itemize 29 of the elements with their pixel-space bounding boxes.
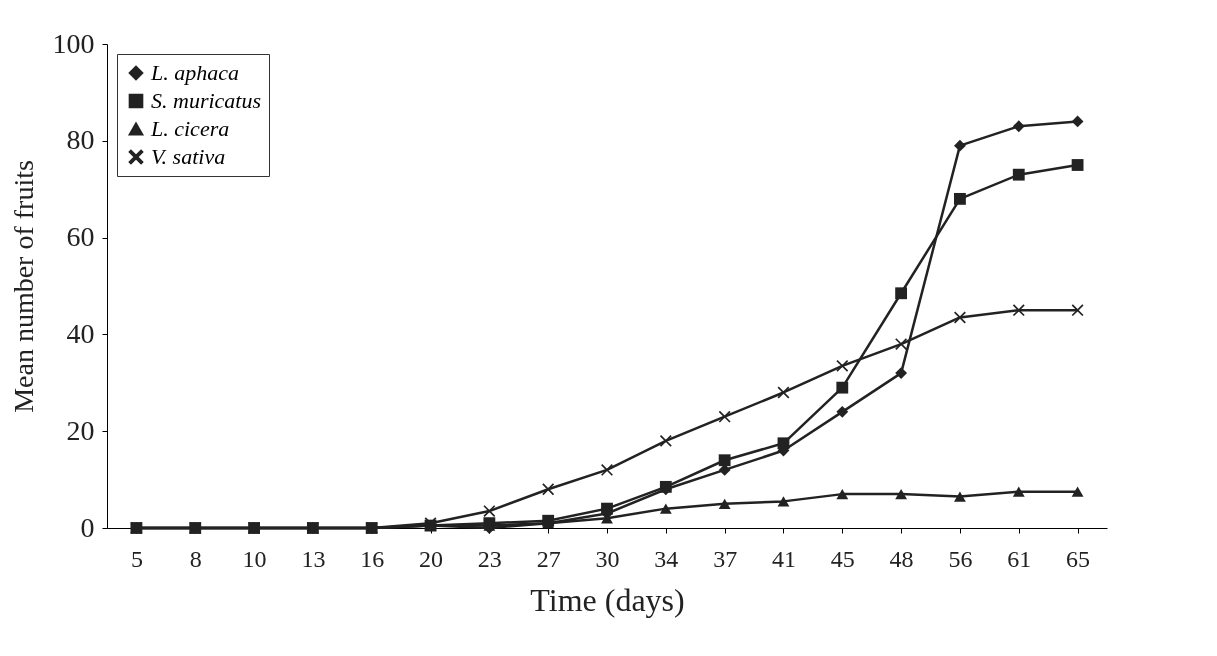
legend-label: L. cicera <box>150 116 230 141</box>
x-tick-label: 16 <box>360 545 385 572</box>
x-tick-label: 30 <box>595 545 620 572</box>
legend-label: V. sativa <box>151 144 226 169</box>
x-tick-label: 20 <box>419 545 444 572</box>
y-tick-label: 100 <box>52 27 95 59</box>
y-tick-label: 80 <box>66 124 95 156</box>
x-tick-label: 41 <box>771 545 796 572</box>
x-axis-title: Time (days) <box>530 581 685 618</box>
y-tick-label: 20 <box>66 414 95 446</box>
x-tick-label: 23 <box>477 545 502 572</box>
x-tick-label: 37 <box>713 545 738 572</box>
x-tick-label: 45 <box>830 545 855 572</box>
x-tick-label: 61 <box>1007 545 1032 572</box>
y-axis-title: Mean number of fruits <box>7 160 39 413</box>
x-tick-label: 48 <box>889 545 914 572</box>
x-tick-label: 65 <box>1066 545 1091 572</box>
x-tick-label: 13 <box>301 545 326 572</box>
x-tick-label: 8 <box>189 545 202 572</box>
legend-label: S. muricatus <box>151 88 261 113</box>
x-tick-label: 34 <box>654 545 679 572</box>
y-tick-label: 60 <box>66 221 95 253</box>
legend-label: L. aphaca <box>150 60 239 85</box>
y-tick-label: 40 <box>66 317 95 349</box>
x-tick-label: 27 <box>536 545 561 572</box>
x-tick-label: 56 <box>948 545 973 572</box>
x-tick-label: 5 <box>130 545 143 572</box>
x-tick-label: 10 <box>242 545 267 572</box>
y-tick-label: 0 <box>80 511 95 543</box>
